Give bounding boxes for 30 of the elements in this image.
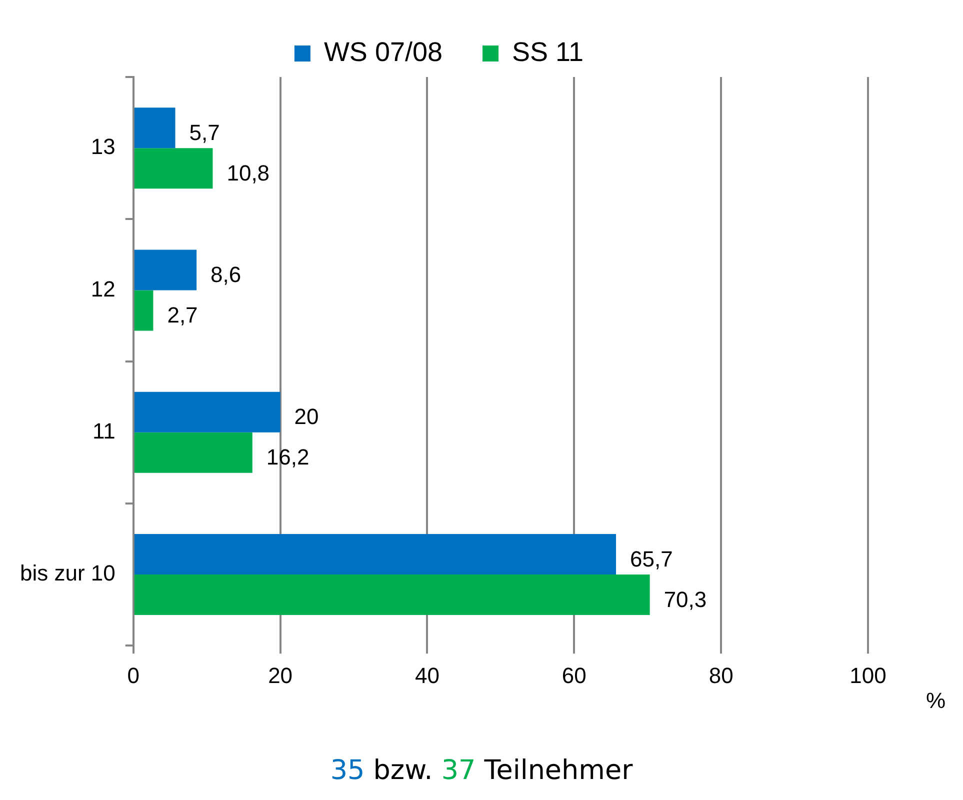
- y-tick-label: 13: [90, 134, 116, 160]
- x-tick-label: 100: [850, 662, 886, 688]
- x-axis-title: %: [926, 688, 946, 714]
- data-label: 65,7: [630, 546, 673, 572]
- data-label: 8,6: [210, 262, 242, 288]
- data-label: 70,3: [664, 586, 707, 612]
- data-label: 10,8: [226, 160, 270, 186]
- legend-label: WS 07/08: [324, 36, 443, 67]
- data-label: 20: [294, 404, 319, 430]
- bar: [134, 534, 616, 575]
- y-tick-label: 11: [92, 418, 116, 444]
- data-label: 16,2: [266, 444, 310, 470]
- x-tick-label: 80: [708, 662, 734, 688]
- y-tick-label: bis zur 10: [20, 560, 116, 586]
- bar: [134, 392, 280, 432]
- x-tick-label: 20: [268, 662, 293, 688]
- bar: [134, 250, 197, 290]
- legend-label: SS 11: [512, 36, 584, 67]
- bar: [134, 108, 176, 148]
- data-label: 2,7: [167, 302, 198, 328]
- x-tick-label: 60: [562, 662, 586, 688]
- bar: [134, 290, 154, 331]
- bar: [134, 574, 650, 616]
- bar: [134, 432, 252, 473]
- x-tick-label: 40: [414, 662, 440, 688]
- x-tick-label: 0: [127, 662, 140, 688]
- y-tick-label: 12: [90, 276, 116, 302]
- data-label: 5,7: [189, 120, 220, 145]
- text: 35 bzw. 37 Teilnehmer: [330, 755, 633, 786]
- bar: [134, 148, 213, 189]
